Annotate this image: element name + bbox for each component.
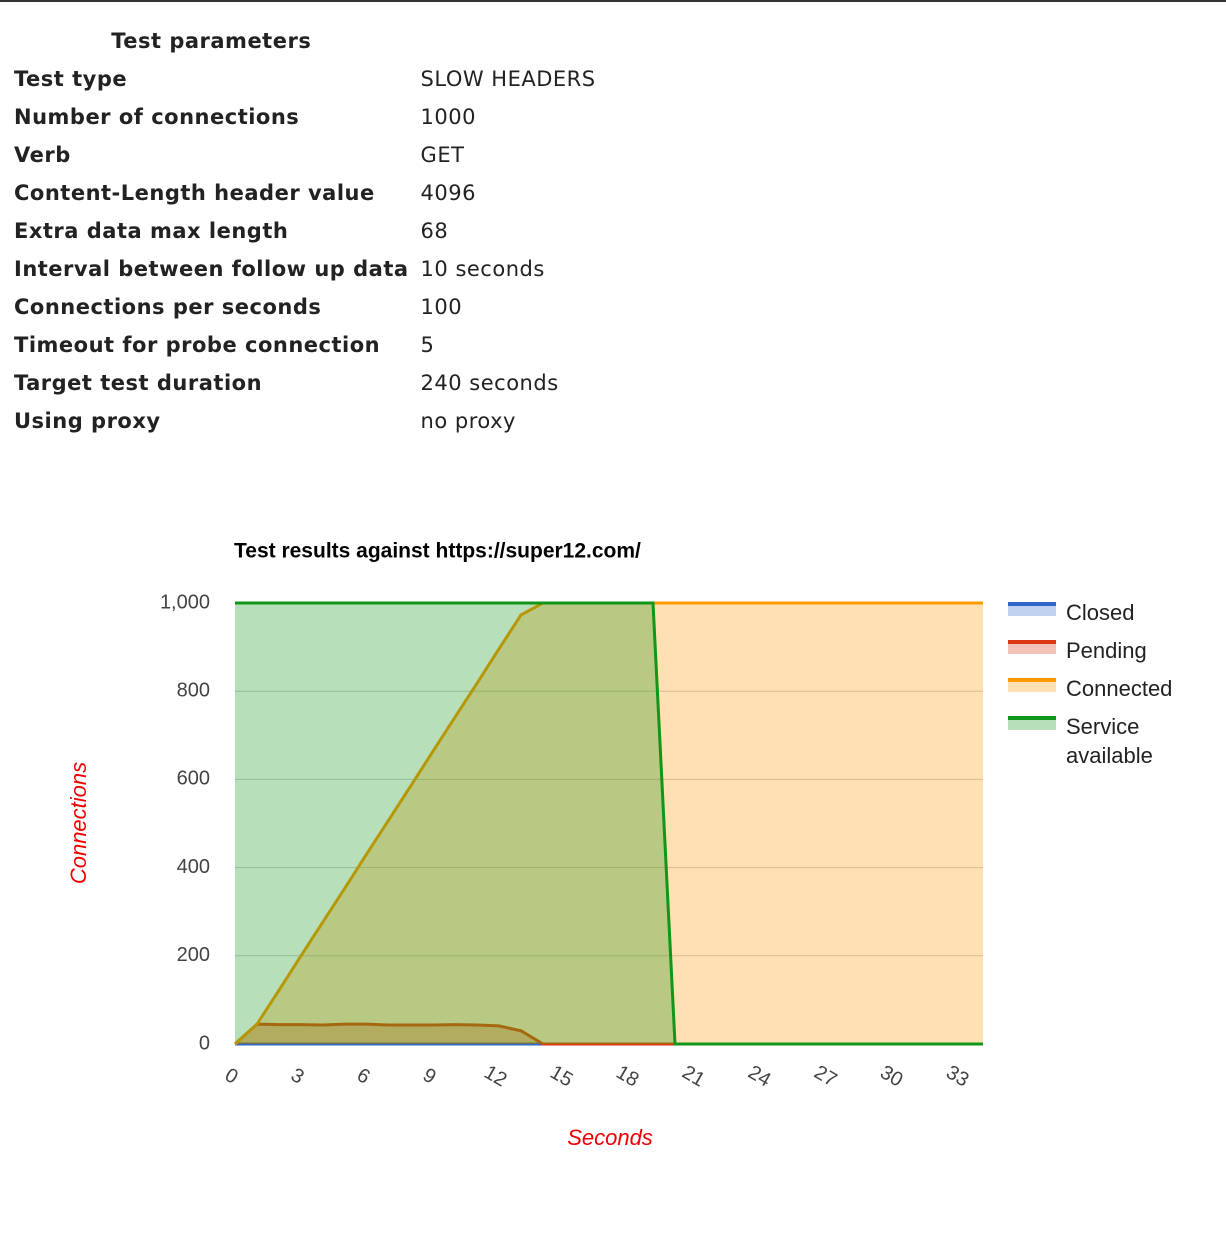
y-axis-title: Connections bbox=[66, 762, 91, 884]
param-value: 10 seconds bbox=[420, 257, 545, 281]
param-name: Content-Length header value bbox=[14, 181, 375, 205]
param-row: Interval between follow up data 10 second… bbox=[8, 250, 602, 288]
param-name: Using proxy bbox=[14, 409, 161, 433]
legend-swatch bbox=[1008, 644, 1056, 654]
x-tick-label: 9 bbox=[419, 1064, 440, 1089]
x-tick-label: 6 bbox=[353, 1064, 374, 1089]
legend-item: Pending bbox=[1006, 636, 1226, 665]
legend: Closed Pending Connected Service available bbox=[1006, 598, 1226, 779]
param-name: Interval between follow up data bbox=[14, 257, 409, 281]
param-name: Connections per seconds bbox=[14, 295, 322, 319]
param-value: 100 bbox=[420, 295, 463, 319]
legend-swatch bbox=[1008, 682, 1056, 692]
y-tick-label: 0 bbox=[199, 1032, 210, 1054]
chart-title: Test results against https://super12.com… bbox=[234, 540, 641, 563]
param-value: 1000 bbox=[420, 105, 476, 129]
x-tick-label: 30 bbox=[876, 1061, 906, 1091]
area-fill bbox=[235, 1024, 983, 1044]
top-border bbox=[0, 0, 1226, 2]
x-tick-label: 33 bbox=[942, 1061, 972, 1091]
legend-swatch bbox=[1008, 606, 1056, 616]
x-tick-label: 24 bbox=[744, 1061, 774, 1091]
param-value: 68 bbox=[420, 219, 449, 243]
legend-label: Service available bbox=[1066, 714, 1153, 768]
legend-line bbox=[1008, 640, 1056, 644]
params-table: Test parameters Test type SLOW HEADERS Numb… bbox=[8, 22, 602, 440]
legend-label: Pending bbox=[1066, 638, 1147, 663]
table-title: Test parameters bbox=[111, 29, 312, 53]
legend-item: Connected bbox=[1006, 674, 1226, 703]
y-tick-label: 600 bbox=[177, 768, 210, 790]
legend-item: Closed bbox=[1006, 598, 1226, 627]
y-tick-label: 1,000 bbox=[160, 591, 210, 613]
x-tick-label: 21 bbox=[678, 1061, 708, 1091]
y-tick-label: 200 bbox=[177, 944, 210, 966]
param-row: Target test duration 240 seconds bbox=[8, 364, 602, 402]
legend-line bbox=[1008, 678, 1056, 682]
legend-line bbox=[1008, 602, 1056, 606]
param-name: Number of connections bbox=[14, 105, 300, 129]
param-name: Timeout for probe connection bbox=[14, 333, 381, 357]
y-tick-label: 400 bbox=[177, 856, 210, 878]
x-tick-label: 12 bbox=[480, 1061, 510, 1091]
param-name: Verb bbox=[14, 143, 71, 167]
chart: Test results against https://super12.com… bbox=[66, 540, 983, 1150]
y-tick-label: 800 bbox=[177, 679, 210, 701]
area-fill bbox=[235, 603, 983, 1044]
series-line bbox=[235, 601, 983, 1046]
param-value: SLOW HEADERS bbox=[420, 67, 596, 91]
x-tick-label: 0 bbox=[221, 1064, 242, 1089]
param-row: Extra data max length 68 bbox=[8, 212, 602, 250]
legend-swatch bbox=[1008, 720, 1056, 730]
area-fill bbox=[235, 603, 983, 1044]
param-name: Test type bbox=[14, 67, 128, 91]
x-tick-label: 3 bbox=[287, 1064, 308, 1089]
param-row: Test type SLOW HEADERS bbox=[8, 60, 602, 98]
param-value: 5 bbox=[420, 333, 435, 357]
x-tick-label: 27 bbox=[810, 1061, 840, 1091]
param-row: Content-Length header value 4096 bbox=[8, 174, 602, 212]
param-row: Number of connections 1000 bbox=[8, 98, 602, 136]
x-axis-title: Seconds bbox=[567, 1125, 653, 1150]
param-value: 240 seconds bbox=[420, 371, 559, 395]
param-row: Verb GET bbox=[8, 136, 602, 174]
legend-label: Closed bbox=[1066, 600, 1135, 625]
legend-line bbox=[1008, 716, 1056, 720]
legend-item: Service available bbox=[1006, 712, 1226, 770]
x-tick-label: 18 bbox=[612, 1061, 642, 1091]
param-row: Timeout for probe connection 5 bbox=[8, 326, 602, 364]
legend-label: Connected bbox=[1066, 676, 1173, 701]
param-name: Target test duration bbox=[14, 371, 263, 395]
param-name: Extra data max length bbox=[14, 219, 289, 243]
x-tick-label: 15 bbox=[546, 1061, 576, 1091]
param-value: GET bbox=[420, 143, 465, 167]
param-value: no proxy bbox=[420, 409, 516, 433]
param-row: Connections per seconds 100 bbox=[8, 288, 602, 326]
param-value: 4096 bbox=[420, 181, 476, 205]
param-row: Using proxy no proxy bbox=[8, 402, 602, 440]
